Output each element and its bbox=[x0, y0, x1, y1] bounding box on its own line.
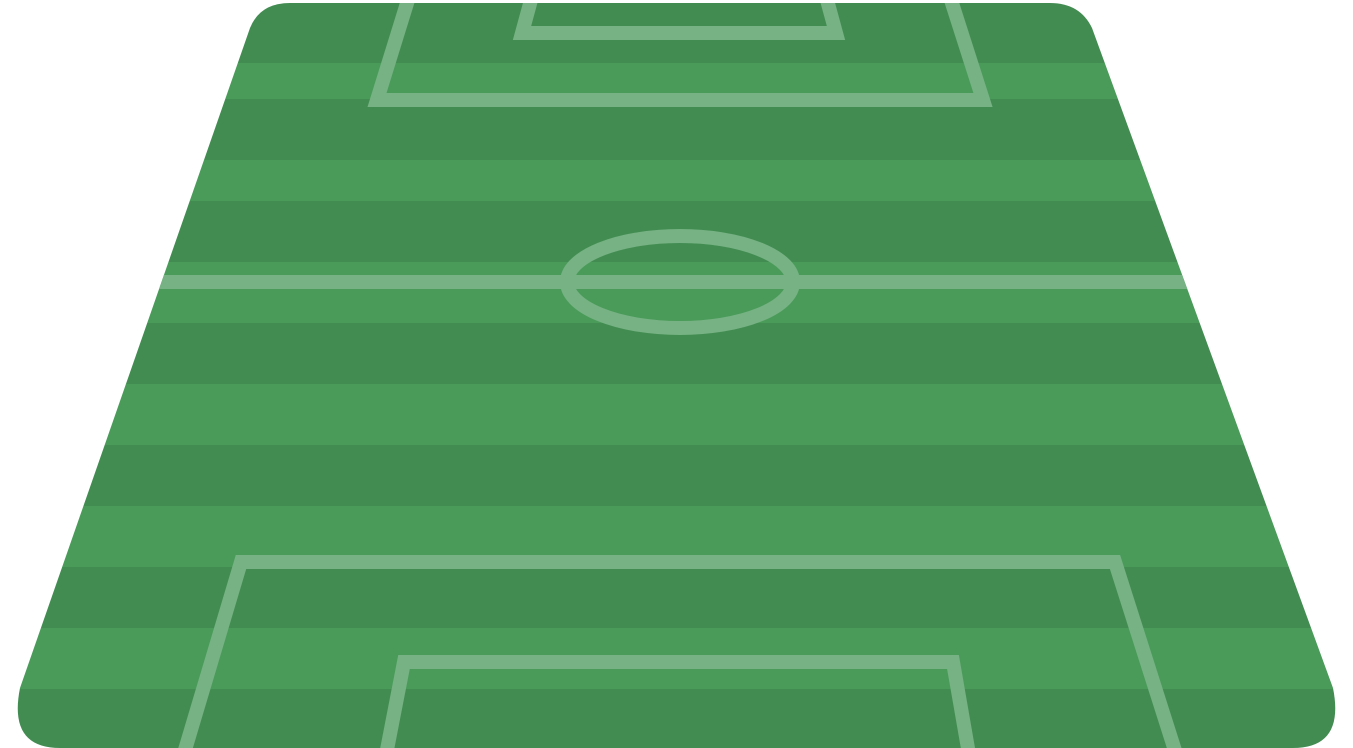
centre-circle bbox=[560, 229, 800, 335]
grass-stripe bbox=[17, 567, 1336, 628]
grass-stripe bbox=[17, 689, 1336, 748]
bottom-penalty-area bbox=[175, 555, 1185, 748]
grass-stripe bbox=[17, 445, 1336, 506]
grass-stripe bbox=[17, 160, 1336, 201]
grass-stripe bbox=[17, 384, 1336, 445]
grass-stripe bbox=[17, 262, 1336, 323]
bottom-goal-area bbox=[378, 655, 977, 748]
top-goal-area bbox=[512, 3, 846, 40]
top-penalty-area bbox=[367, 3, 993, 107]
grass-stripe bbox=[17, 99, 1336, 160]
